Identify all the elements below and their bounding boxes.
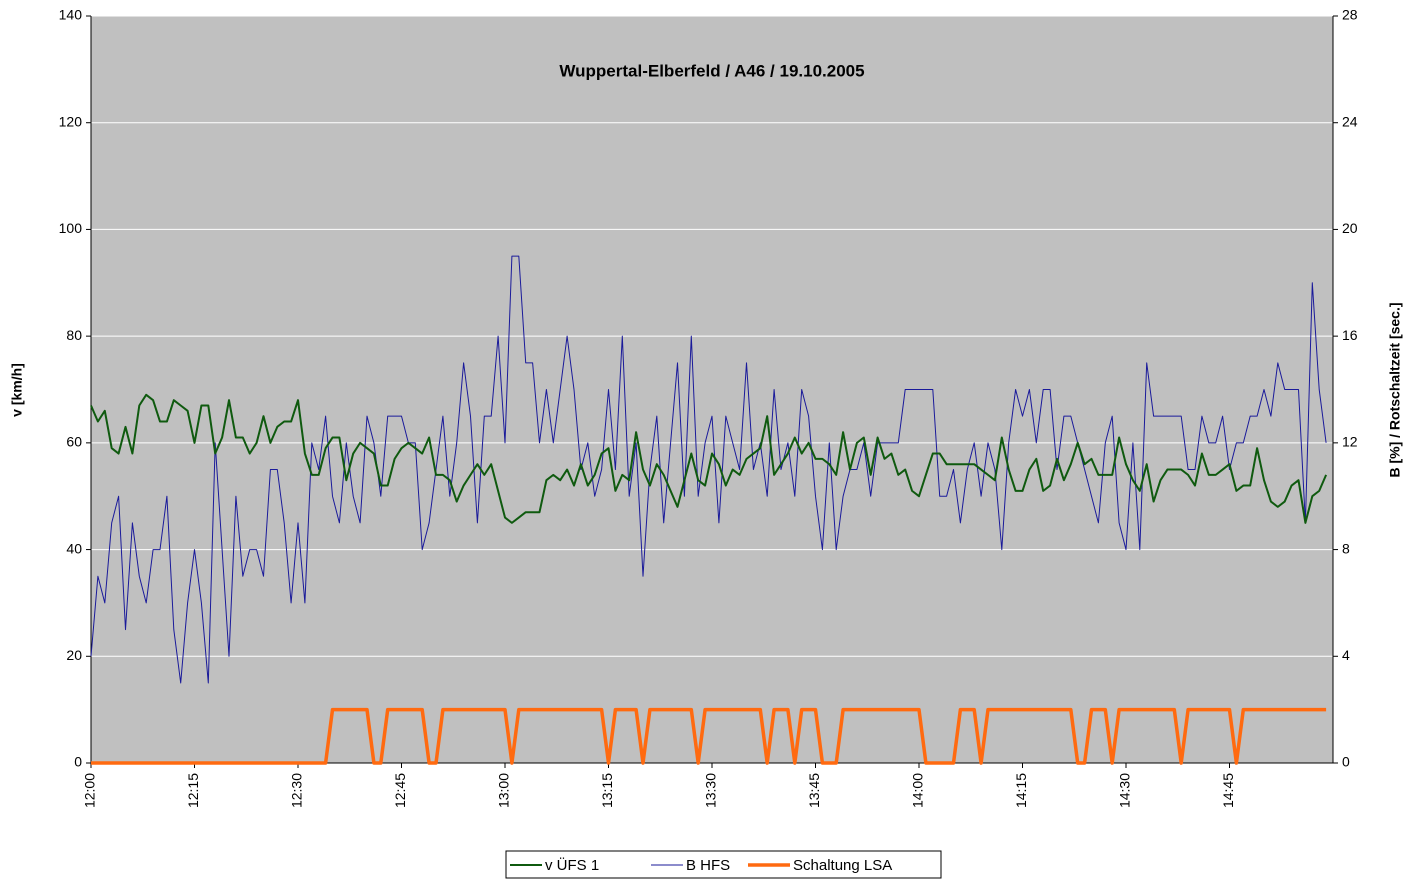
y2-tick-label: 12: [1342, 434, 1358, 450]
y-tick-label: 0: [74, 754, 82, 770]
y2-tick-label: 0: [1342, 754, 1350, 770]
plot-area: [90, 15, 1334, 764]
x-tick-label: 13:30: [703, 773, 719, 808]
y2-tick-label: 28: [1342, 7, 1358, 23]
x-tick-label: 14:45: [1220, 773, 1236, 808]
x-tick-label: 13:45: [806, 773, 822, 808]
series-line: [90, 255, 1327, 684]
x-tick-label: 14:30: [1117, 773, 1133, 808]
legend-label: v ÜFS 1: [545, 856, 599, 874]
legend-label: B HFS: [686, 857, 730, 874]
y2-axis-title: B [%] / Rotschaltzeit [sec.]: [1387, 302, 1403, 477]
x-tick-label: 14:00: [910, 773, 926, 808]
chart-title: Wuppertal-Elberfeld / A46 / 19.10.2005: [559, 61, 864, 80]
y-tick-label: 40: [66, 540, 82, 556]
y-tick-label: 80: [66, 327, 82, 343]
series-line: [91, 707, 1327, 765]
y-tick-label: 120: [59, 113, 83, 129]
y2-tick-label: 16: [1342, 327, 1358, 343]
x-tick-label: 13:15: [599, 773, 615, 808]
x-tick-label: 13:00: [496, 773, 512, 808]
x-tick-label: 12:00: [82, 773, 98, 808]
y-axis-title: v [km/h]: [9, 363, 25, 417]
y-tick-label: 140: [59, 7, 83, 23]
y2-tick-label: 24: [1342, 113, 1358, 129]
y-tick-label: 60: [66, 434, 82, 450]
x-tick-label: 12:15: [185, 773, 201, 808]
series-line: [90, 393, 1328, 524]
x-tick-label: 12:30: [289, 773, 305, 808]
x-tick-label: 12:45: [392, 773, 408, 808]
y2-tick-label: 4: [1342, 647, 1350, 663]
y2-tick-label: 20: [1342, 220, 1358, 236]
y-tick-label: 100: [59, 220, 83, 236]
x-tick-label: 14:15: [1013, 773, 1029, 808]
y-tick-label: 20: [66, 647, 82, 663]
legend: [505, 850, 942, 879]
y2-tick-label: 8: [1342, 540, 1350, 556]
legend-label: Schaltung LSA: [793, 857, 892, 874]
